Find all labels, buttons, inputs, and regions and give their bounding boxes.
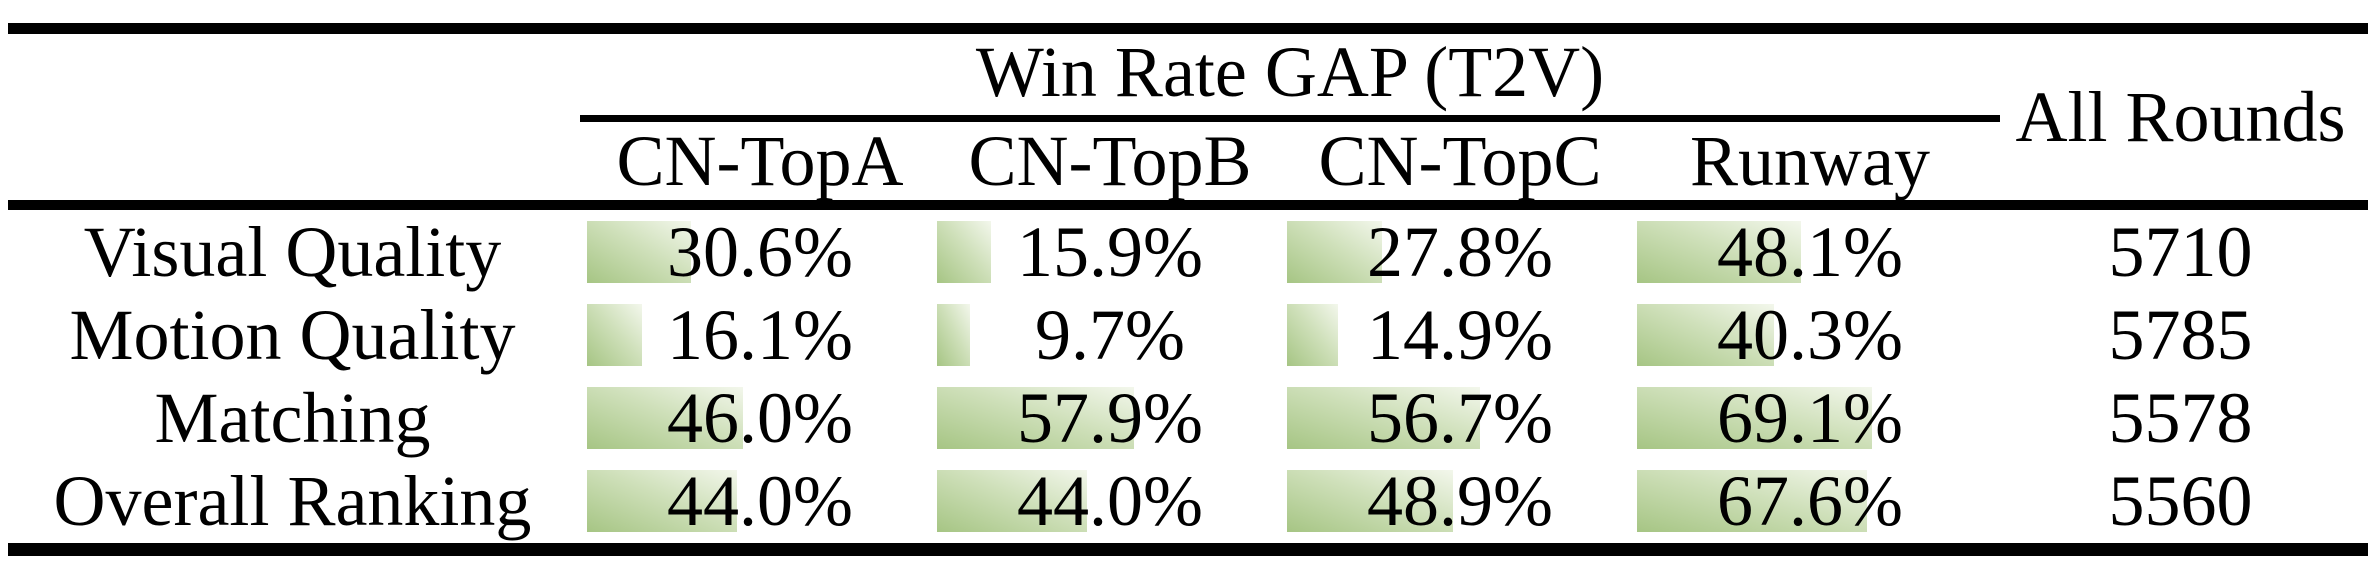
win-rate-value: 48.1%: [1717, 211, 1903, 292]
value-cell: 48.1%: [1635, 210, 1985, 293]
win-rate-value: 27.8%: [1367, 211, 1553, 292]
win-rate-bar: [937, 387, 1134, 450]
win-rate-bar: [937, 470, 1087, 533]
value-cell: 69.1%: [1635, 377, 1985, 460]
row-label: Visual Quality: [83, 211, 502, 292]
win-rate-value: 67.6%: [1717, 461, 1903, 542]
win-rate-bar: [1287, 387, 1480, 450]
column-header-cn-topc: CN-TopC: [1318, 121, 1602, 201]
row-label: Motion Quality: [69, 294, 516, 375]
win-rate-value: 48.9%: [1367, 461, 1553, 542]
win-rate-value: 9.7%: [1035, 294, 1185, 375]
column-header-runway: Runway: [1690, 121, 1930, 201]
column-header-all-rounds: All Rounds: [2015, 76, 2346, 157]
value-cell: 57.9%: [935, 377, 1285, 460]
win-rate-value: 40.3%: [1717, 294, 1903, 375]
win-rate-value: 46.0%: [667, 378, 853, 459]
win-rate-bar: [587, 303, 642, 366]
value-cell: 46.0%: [585, 377, 935, 460]
win-rate-bar: [937, 303, 970, 366]
column-header-cn-topa: CN-TopA: [616, 121, 904, 201]
win-rate-value: 30.6%: [667, 211, 853, 292]
row-label: Matching: [154, 378, 431, 459]
win-rate-bar: [937, 220, 992, 283]
value-cell: 67.6%: [1635, 460, 1985, 543]
bottom-rule: [8, 543, 2368, 556]
value-cell: 56.7%: [1285, 377, 1635, 460]
win-rate-bar: [1287, 470, 1454, 533]
value-cell: 48.9%: [1285, 460, 1635, 543]
value-cell: 16.1%: [585, 293, 935, 376]
table-row-visual-quality: Visual Quality 30.6% 15.9% 27.8% 48.1% 5…: [0, 210, 2376, 293]
value-cell: 9.7%: [935, 293, 1285, 376]
row-label: Overall Ranking: [53, 461, 532, 542]
win-rate-bar: [587, 220, 692, 283]
win-rate-value: 15.9%: [1017, 211, 1203, 292]
win-rate-bar: [1287, 220, 1382, 283]
win-rate-bar: [1637, 220, 1801, 283]
all-rounds-value: 5710: [2108, 211, 2253, 292]
column-header-cn-topb: CN-TopB: [968, 121, 1252, 201]
value-cell: 14.9%: [1285, 293, 1635, 376]
win-rate-bar: [587, 470, 737, 533]
value-cell: 44.0%: [935, 460, 1285, 543]
value-cell: 15.9%: [935, 210, 1285, 293]
win-rate-value: 57.9%: [1017, 378, 1203, 459]
value-cell: 40.3%: [1635, 293, 1985, 376]
value-cell: 27.8%: [1285, 210, 1635, 293]
table-row-motion-quality: Motion Quality 16.1% 9.7% 14.9% 40.3% 57…: [0, 293, 2376, 376]
win-rate-value: 16.1%: [667, 294, 853, 375]
win-rate-value: 69.1%: [1717, 378, 1903, 459]
column-header-row: CN-TopA CN-TopB CN-TopC Runway: [585, 122, 1985, 200]
table-row-overall-ranking: Overall Ranking 44.0% 44.0% 48.9% 67.6% …: [0, 460, 2376, 543]
win-rate-value: 14.9%: [1367, 294, 1553, 375]
win-rate-value: 44.0%: [1017, 461, 1203, 542]
column-group-rule: [580, 115, 2000, 122]
all-rounds-value: 5578: [2108, 378, 2253, 459]
all-rounds-value: 5785: [2108, 294, 2253, 375]
value-cell: 44.0%: [585, 460, 935, 543]
header-body-rule: [8, 200, 2368, 210]
win-rate-bar: [1637, 303, 1775, 366]
table-body: Visual Quality 30.6% 15.9% 27.8% 48.1% 5…: [0, 210, 2376, 543]
top-rule: [8, 23, 2368, 34]
win-rate-bar: [1637, 470, 1867, 533]
win-rate-bar: [1637, 387, 1872, 450]
win-rate-value: 44.0%: [667, 461, 853, 542]
win-rate-bar: [587, 387, 744, 450]
table-row-matching: Matching 46.0% 57.9% 56.7% 69.1% 5578: [0, 377, 2376, 460]
win-rate-bar: [1287, 303, 1338, 366]
all-rounds-value: 5560: [2108, 461, 2253, 542]
value-cell: 30.6%: [585, 210, 935, 293]
win-rate-value: 56.7%: [1367, 378, 1553, 459]
table-title: Win Rate GAP (T2V): [975, 32, 1605, 112]
